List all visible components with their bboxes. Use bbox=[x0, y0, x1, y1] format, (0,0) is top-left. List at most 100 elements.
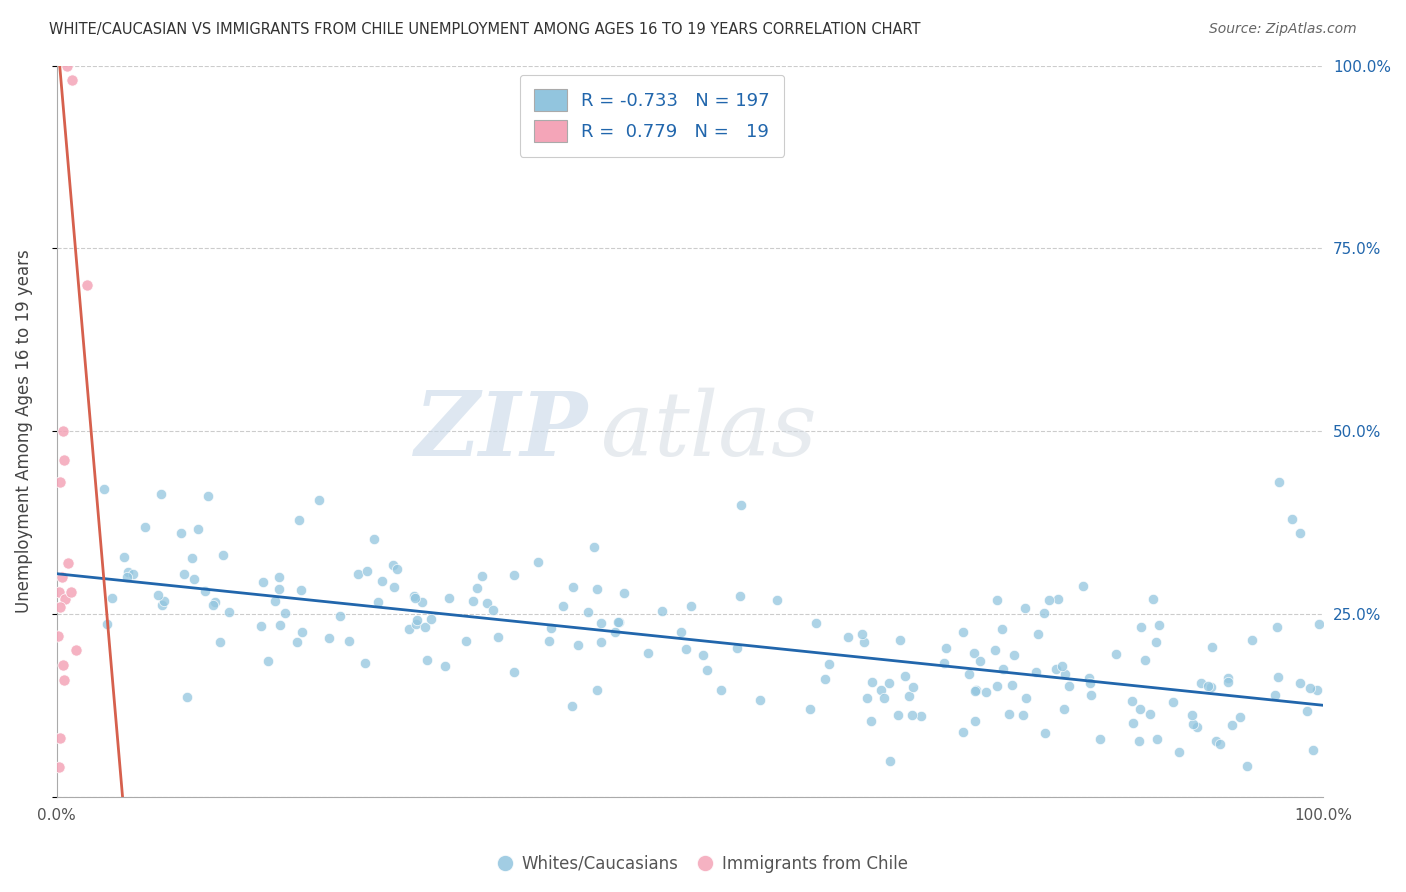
Point bbox=[879, 754, 901, 768]
Point bbox=[582, 540, 605, 554]
Point bbox=[991, 662, 1014, 676]
Point bbox=[1129, 702, 1152, 716]
Point bbox=[46, 629, 69, 643]
Point bbox=[1308, 616, 1330, 631]
Point bbox=[1197, 679, 1219, 693]
Point bbox=[799, 702, 821, 716]
Point bbox=[1189, 675, 1212, 690]
Point bbox=[367, 594, 389, 608]
Point bbox=[59, 585, 82, 599]
Point bbox=[48, 760, 70, 774]
Point bbox=[1222, 718, 1244, 732]
Point bbox=[1180, 708, 1202, 723]
Point bbox=[52, 658, 75, 673]
Point bbox=[1209, 737, 1232, 751]
Point bbox=[730, 498, 752, 512]
Text: Source: ZipAtlas.com: Source: ZipAtlas.com bbox=[1209, 22, 1357, 37]
Point bbox=[404, 591, 426, 606]
Point bbox=[411, 595, 433, 609]
Point bbox=[1012, 708, 1035, 723]
Point bbox=[48, 585, 70, 599]
Point bbox=[55, 59, 77, 73]
Point bbox=[53, 453, 76, 467]
Point bbox=[586, 582, 609, 597]
Point bbox=[957, 666, 980, 681]
Point bbox=[613, 585, 636, 599]
Point bbox=[1144, 634, 1167, 648]
Point bbox=[180, 550, 202, 565]
Point bbox=[1264, 689, 1286, 703]
Point bbox=[173, 567, 195, 582]
Point bbox=[1121, 694, 1143, 708]
Point bbox=[1047, 592, 1070, 607]
Legend: R = -0.733   N = 197, R =  0.779   N =   19: R = -0.733 N = 197, R = 0.779 N = 19 bbox=[520, 75, 785, 157]
Point bbox=[997, 706, 1019, 721]
Point bbox=[1299, 681, 1322, 696]
Point bbox=[1045, 661, 1067, 675]
Point bbox=[1080, 688, 1102, 702]
Point bbox=[1088, 732, 1111, 747]
Point bbox=[503, 665, 526, 679]
Point bbox=[974, 684, 997, 698]
Point bbox=[1199, 680, 1222, 694]
Point bbox=[903, 681, 925, 695]
Point bbox=[1032, 607, 1054, 621]
Point bbox=[1133, 653, 1156, 667]
Point bbox=[817, 657, 839, 671]
Point bbox=[901, 708, 924, 723]
Point bbox=[197, 490, 219, 504]
Point bbox=[553, 599, 575, 614]
Point bbox=[696, 663, 718, 677]
Point bbox=[263, 594, 285, 608]
Point bbox=[117, 565, 139, 579]
Point bbox=[53, 673, 76, 687]
Point bbox=[887, 707, 910, 722]
Point bbox=[1216, 671, 1239, 685]
Point bbox=[269, 617, 291, 632]
Point bbox=[986, 679, 1008, 693]
Point bbox=[1054, 667, 1077, 681]
Point bbox=[603, 625, 626, 640]
Point bbox=[346, 567, 368, 582]
Point bbox=[482, 603, 505, 617]
Point bbox=[1201, 640, 1223, 654]
Point bbox=[183, 572, 205, 586]
Point bbox=[121, 567, 143, 582]
Point bbox=[134, 519, 156, 533]
Point bbox=[607, 615, 630, 630]
Point bbox=[1015, 691, 1038, 706]
Point bbox=[371, 574, 394, 588]
Point bbox=[991, 622, 1014, 636]
Point bbox=[1289, 676, 1312, 690]
Point bbox=[290, 625, 312, 640]
Point bbox=[420, 612, 443, 626]
Point bbox=[589, 635, 612, 649]
Point bbox=[475, 596, 498, 610]
Point bbox=[910, 709, 932, 723]
Point bbox=[897, 689, 920, 703]
Point bbox=[413, 620, 436, 634]
Point bbox=[1050, 658, 1073, 673]
Point bbox=[176, 690, 198, 705]
Point bbox=[252, 574, 274, 589]
Point bbox=[290, 582, 312, 597]
Point bbox=[471, 568, 494, 582]
Point bbox=[250, 618, 273, 632]
Point bbox=[51, 570, 73, 584]
Point bbox=[1216, 675, 1239, 690]
Point bbox=[456, 634, 478, 648]
Point bbox=[725, 640, 748, 655]
Point bbox=[856, 690, 879, 705]
Point bbox=[60, 73, 83, 87]
Point bbox=[65, 643, 87, 657]
Point bbox=[1168, 745, 1191, 759]
Point bbox=[1071, 579, 1094, 593]
Point bbox=[1161, 695, 1184, 709]
Point bbox=[381, 558, 404, 572]
Point bbox=[873, 691, 896, 706]
Point bbox=[285, 635, 308, 649]
Point bbox=[1078, 671, 1101, 685]
Point bbox=[211, 548, 233, 562]
Point bbox=[1001, 678, 1024, 692]
Point bbox=[187, 522, 209, 536]
